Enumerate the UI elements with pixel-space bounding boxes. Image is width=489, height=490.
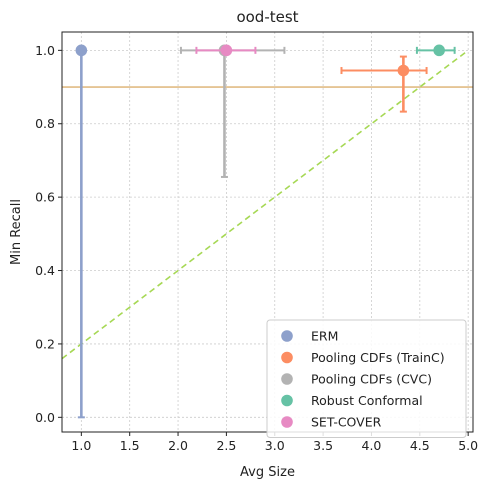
x-tick-label: 2.5 bbox=[216, 438, 236, 453]
legend-item: Robust Conformal bbox=[281, 393, 423, 408]
legend-box bbox=[266, 319, 467, 438]
legend: ERM Pooling CDFs (TrainC) Pooling CDFs (CV… bbox=[266, 319, 467, 438]
series-layer bbox=[75, 44, 456, 419]
x-tick-label: 3.0 bbox=[265, 438, 285, 453]
legend-label: Robust Conformal bbox=[311, 393, 423, 408]
x-tick-label: 3.5 bbox=[313, 438, 333, 453]
legend-marker bbox=[281, 330, 293, 342]
series-3 bbox=[415, 44, 456, 57]
x-tick-label: 4.0 bbox=[362, 438, 382, 453]
legend-marker bbox=[281, 394, 293, 407]
series-4 bbox=[195, 44, 257, 57]
legend-label: Pooling CDFs (CVC) bbox=[311, 372, 432, 387]
legend-label: SET-COVER bbox=[311, 415, 382, 430]
x-tick-label: 1.5 bbox=[120, 438, 140, 453]
series-1 bbox=[340, 55, 428, 113]
series-2 bbox=[179, 44, 286, 178]
x-tick-label: 5.0 bbox=[458, 438, 478, 453]
reference-lines bbox=[61, 49, 473, 360]
y-tick-label: 0.0 bbox=[35, 410, 55, 425]
data-point bbox=[433, 44, 445, 57]
y-axis: 0.0 0.2 0.4 0.6 0.8 1.0 bbox=[35, 43, 62, 425]
y-tick-label: 0.8 bbox=[35, 116, 55, 131]
legend-marker bbox=[281, 373, 293, 385]
y-tick-label: 0.4 bbox=[35, 263, 55, 278]
x-axis-label: Avg Size bbox=[240, 465, 295, 480]
legend-item: Pooling CDFs (CVC) bbox=[281, 372, 432, 387]
y-axis-label: Min Recall bbox=[9, 199, 24, 265]
x-tick-label: 2.0 bbox=[168, 438, 188, 453]
x-tick-label: 1.0 bbox=[71, 438, 91, 453]
legend-item: SET-COVER bbox=[281, 415, 382, 430]
legend-marker bbox=[281, 351, 293, 364]
legend-marker bbox=[281, 416, 293, 428]
x-tick-label: 4.5 bbox=[410, 438, 430, 453]
y-tick-label: 1.0 bbox=[35, 43, 55, 58]
diagonal-reference-line bbox=[61, 49, 469, 360]
legend-label: Pooling CDFs (TrainC) bbox=[311, 350, 445, 365]
data-point bbox=[75, 44, 88, 57]
x-axis: 1.0 1.5 2.0 2.5 3.0 3.5 4.0 4.5 5.0 bbox=[71, 432, 478, 453]
series-0 bbox=[75, 44, 88, 419]
y-tick-label: 0.6 bbox=[35, 190, 55, 205]
legend-item: Pooling CDFs (TrainC) bbox=[281, 350, 445, 365]
data-point bbox=[397, 64, 410, 77]
data-point bbox=[220, 44, 233, 57]
legend-item: ERM bbox=[281, 329, 338, 344]
chart-title: ood-test bbox=[236, 8, 298, 26]
y-tick-label: 0.2 bbox=[35, 336, 55, 351]
legend-label: ERM bbox=[311, 329, 338, 344]
